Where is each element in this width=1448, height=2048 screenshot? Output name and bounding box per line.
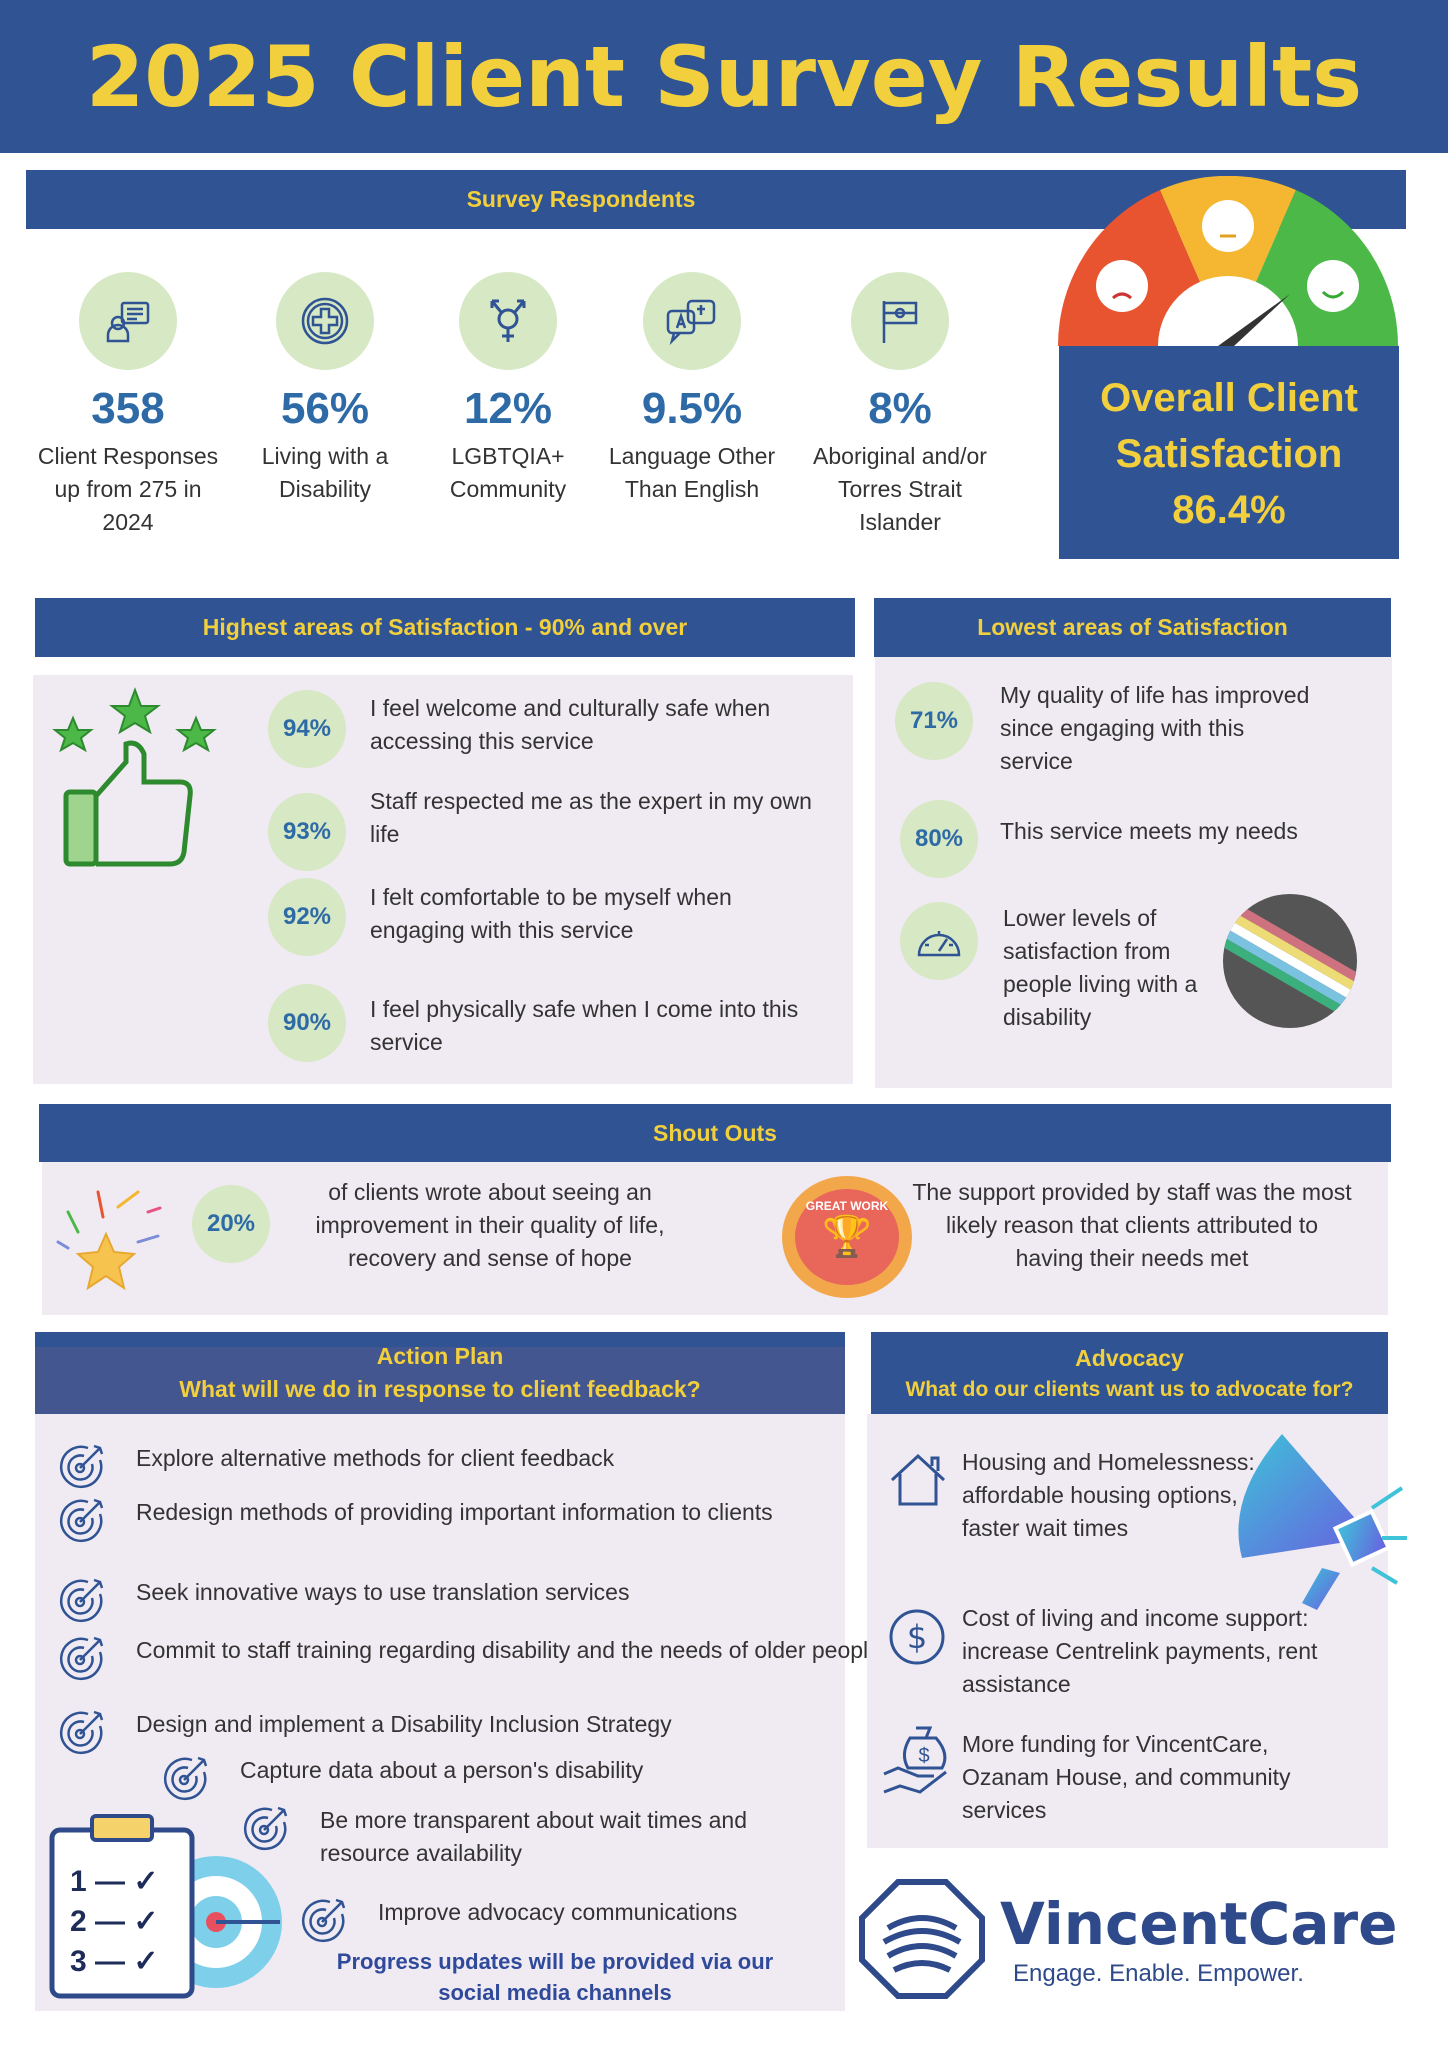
stat-lgbtqia: 12% LGBTQIA+ Community <box>408 272 608 506</box>
pct-badge: 90% <box>268 984 346 1062</box>
disability-pride-flag-icon <box>1223 894 1357 1028</box>
thumbs-up-stars-icon <box>52 687 217 867</box>
star-confetti-icon <box>56 1190 162 1291</box>
megaphone-icon <box>1238 1434 1407 1610</box>
stat-value: 56% <box>280 384 370 433</box>
pct-badge: 20% <box>192 1185 270 1263</box>
money-bag-hand-icon: $ <box>883 1726 947 1794</box>
section-subtitle: What will we do in response to client fe… <box>179 1376 701 1402</box>
action-header: Action Plan What will we do in response … <box>35 1332 845 1414</box>
checklist-row: 2 — ✓ <box>70 1905 159 1938</box>
advocacy-item-text: Cost of living and income support: incre… <box>962 1605 1318 1697</box>
target-arrow-icon <box>59 1636 104 1681</box>
action-item-text: Redesign methods of providing important … <box>136 1499 773 1525</box>
vincentcare-logo: VincentCare Engage. Enable. Empower. <box>858 1878 1397 2000</box>
svg-text:$: $ <box>907 1618 927 1656</box>
great-work-trophy-icon: GREAT WORK 🏆 <box>782 1176 912 1298</box>
shoutouts-header: Shout Outs <box>39 1104 1391 1162</box>
stat-value: 8% <box>868 384 932 433</box>
target-arrow-icon <box>301 1898 346 1943</box>
pct-badge: 94% <box>268 690 346 768</box>
section-title: Survey Respondents <box>466 186 696 212</box>
section-title: Lowest areas of Satisfaction <box>977 614 1288 640</box>
highest-item-text: I feel welcome and culturally safe when … <box>370 695 771 754</box>
target-arrow-icon <box>59 1498 104 1543</box>
stat-language: 9.5% Language Other Than English <box>592 272 792 506</box>
overall-satisfaction-box: Overall Client Satisfaction 86.4% <box>1059 346 1399 559</box>
client-chat-icon <box>79 272 177 370</box>
target-arrow-icon <box>59 1444 104 1489</box>
section-title: Advocacy <box>1075 1344 1184 1371</box>
stat-label: LGBTQIA+ Community <box>449 443 567 502</box>
lowest-item-text: My quality of life has improved since en… <box>1000 682 1310 774</box>
translation-icon <box>643 272 741 370</box>
stat-label: Language Other Than English <box>608 443 776 502</box>
stat-label: Living with a Disability <box>261 443 389 502</box>
progress-updates-note: Progress updates will be provided via ou… <box>336 1949 774 2005</box>
shoutout-right-text: The support provided by staff was the mo… <box>912 1179 1352 1271</box>
action-item-text: Capture data about a person's disability <box>240 1757 644 1783</box>
section-title: Action Plan <box>376 1343 504 1369</box>
lowest-item-text: Lower levels of satisfaction from people… <box>1003 905 1198 1030</box>
stat-aboriginal: 8% Aboriginal and/or Torres Strait Islan… <box>800 272 1000 539</box>
stat-responses: 358 Client Responses up from 275 in 2024 <box>28 272 228 539</box>
highest-item-text: I felt comfortable to be myself when eng… <box>370 884 732 943</box>
advocacy-item-text: More funding for VincentCare, Ozanam Hou… <box>962 1731 1291 1823</box>
section-title: Highest areas of Satisfaction - 90% and … <box>202 614 688 640</box>
checklist-row: 3 — ✓ <box>70 1945 159 1978</box>
stat-value: 12% <box>463 384 553 433</box>
pct-badge: 92% <box>268 878 346 956</box>
page-header: 2025 Client Survey Results <box>0 0 1448 153</box>
pct-badge: 71% <box>895 682 973 760</box>
advocacy-header: Advocacy What do our clients want us to … <box>871 1332 1388 1414</box>
house-icon <box>890 1453 946 1506</box>
action-item-text: Be more transparent about wait times and… <box>320 1807 748 1866</box>
action-item-text: Explore alternative methods for client f… <box>136 1445 615 1471</box>
satisfaction-gauge-icon <box>1058 176 1398 348</box>
medical-cross-icon <box>276 272 374 370</box>
pct-badge: 93% <box>268 793 346 871</box>
highest-panel <box>33 675 853 1084</box>
checklist-row: 1 — ✓ <box>70 1865 159 1898</box>
lowest-header: Lowest areas of Satisfaction <box>874 598 1391 657</box>
logo-name: VincentCare <box>1000 1890 1398 1958</box>
action-item-text: Seek innovative ways to use translation … <box>136 1579 630 1605</box>
shoutout-left-text: of clients wrote about seeing an improve… <box>315 1179 665 1271</box>
stat-label: Aboriginal and/or Torres Strait Islander <box>813 443 987 535</box>
overall-value: 86.4% <box>1172 488 1286 532</box>
target-arrow-icon <box>163 1756 208 1801</box>
highest-item-text: Staff respected me as the expert in my o… <box>370 788 812 847</box>
action-item-text: Design and implement a Disability Inclus… <box>136 1711 672 1737</box>
overall-label: Overall Client Satisfaction <box>1100 376 1358 476</box>
section-title: Shout Outs <box>653 1119 777 1146</box>
target-arrow-icon <box>243 1806 288 1851</box>
flag-icon <box>851 272 949 370</box>
logo-mark-icon <box>859 1879 985 1999</box>
highest-header: Highest areas of Satisfaction - 90% and … <box>35 598 855 657</box>
section-subtitle: What do our clients want us to advocate … <box>905 1377 1354 1401</box>
badge-text: GREAT WORK <box>805 1199 889 1213</box>
target-arrow-icon <box>59 1578 104 1623</box>
checklist-clipboard-icon <box>49 1814 282 1999</box>
logo-tagline: Engage. Enable. Empower. <box>1013 1960 1304 1987</box>
gender-symbol-icon <box>459 272 557 370</box>
pct-badge: 80% <box>900 800 978 878</box>
target-arrow-icon <box>59 1710 104 1755</box>
stat-value: 358 <box>91 384 165 433</box>
stat-label: Client Responses up from 275 in 2024 <box>37 443 219 535</box>
stat-disability: 56% Living with a Disability <box>225 272 425 506</box>
svg-text:$: $ <box>918 1745 929 1767</box>
page-title: 2025 Client Survey Results <box>85 27 1363 126</box>
checklist-rows: 1 — ✓ 2 — ✓ 3 — ✓ <box>70 1862 159 1982</box>
speedometer-icon <box>900 902 978 980</box>
action-item-text: Improve advocacy communications <box>378 1899 738 1925</box>
lowest-item-text: This service meets my needs <box>1000 818 1298 844</box>
dollar-icon: $ <box>889 1609 945 1665</box>
stat-value: 9.5% <box>641 384 743 433</box>
action-item-text: Commit to staff training regarding disab… <box>136 1637 881 1663</box>
advocacy-item-text: Housing and Homelessness: affordable hou… <box>962 1449 1255 1541</box>
highest-item-text: I feel physically safe when I come into … <box>370 996 799 1055</box>
